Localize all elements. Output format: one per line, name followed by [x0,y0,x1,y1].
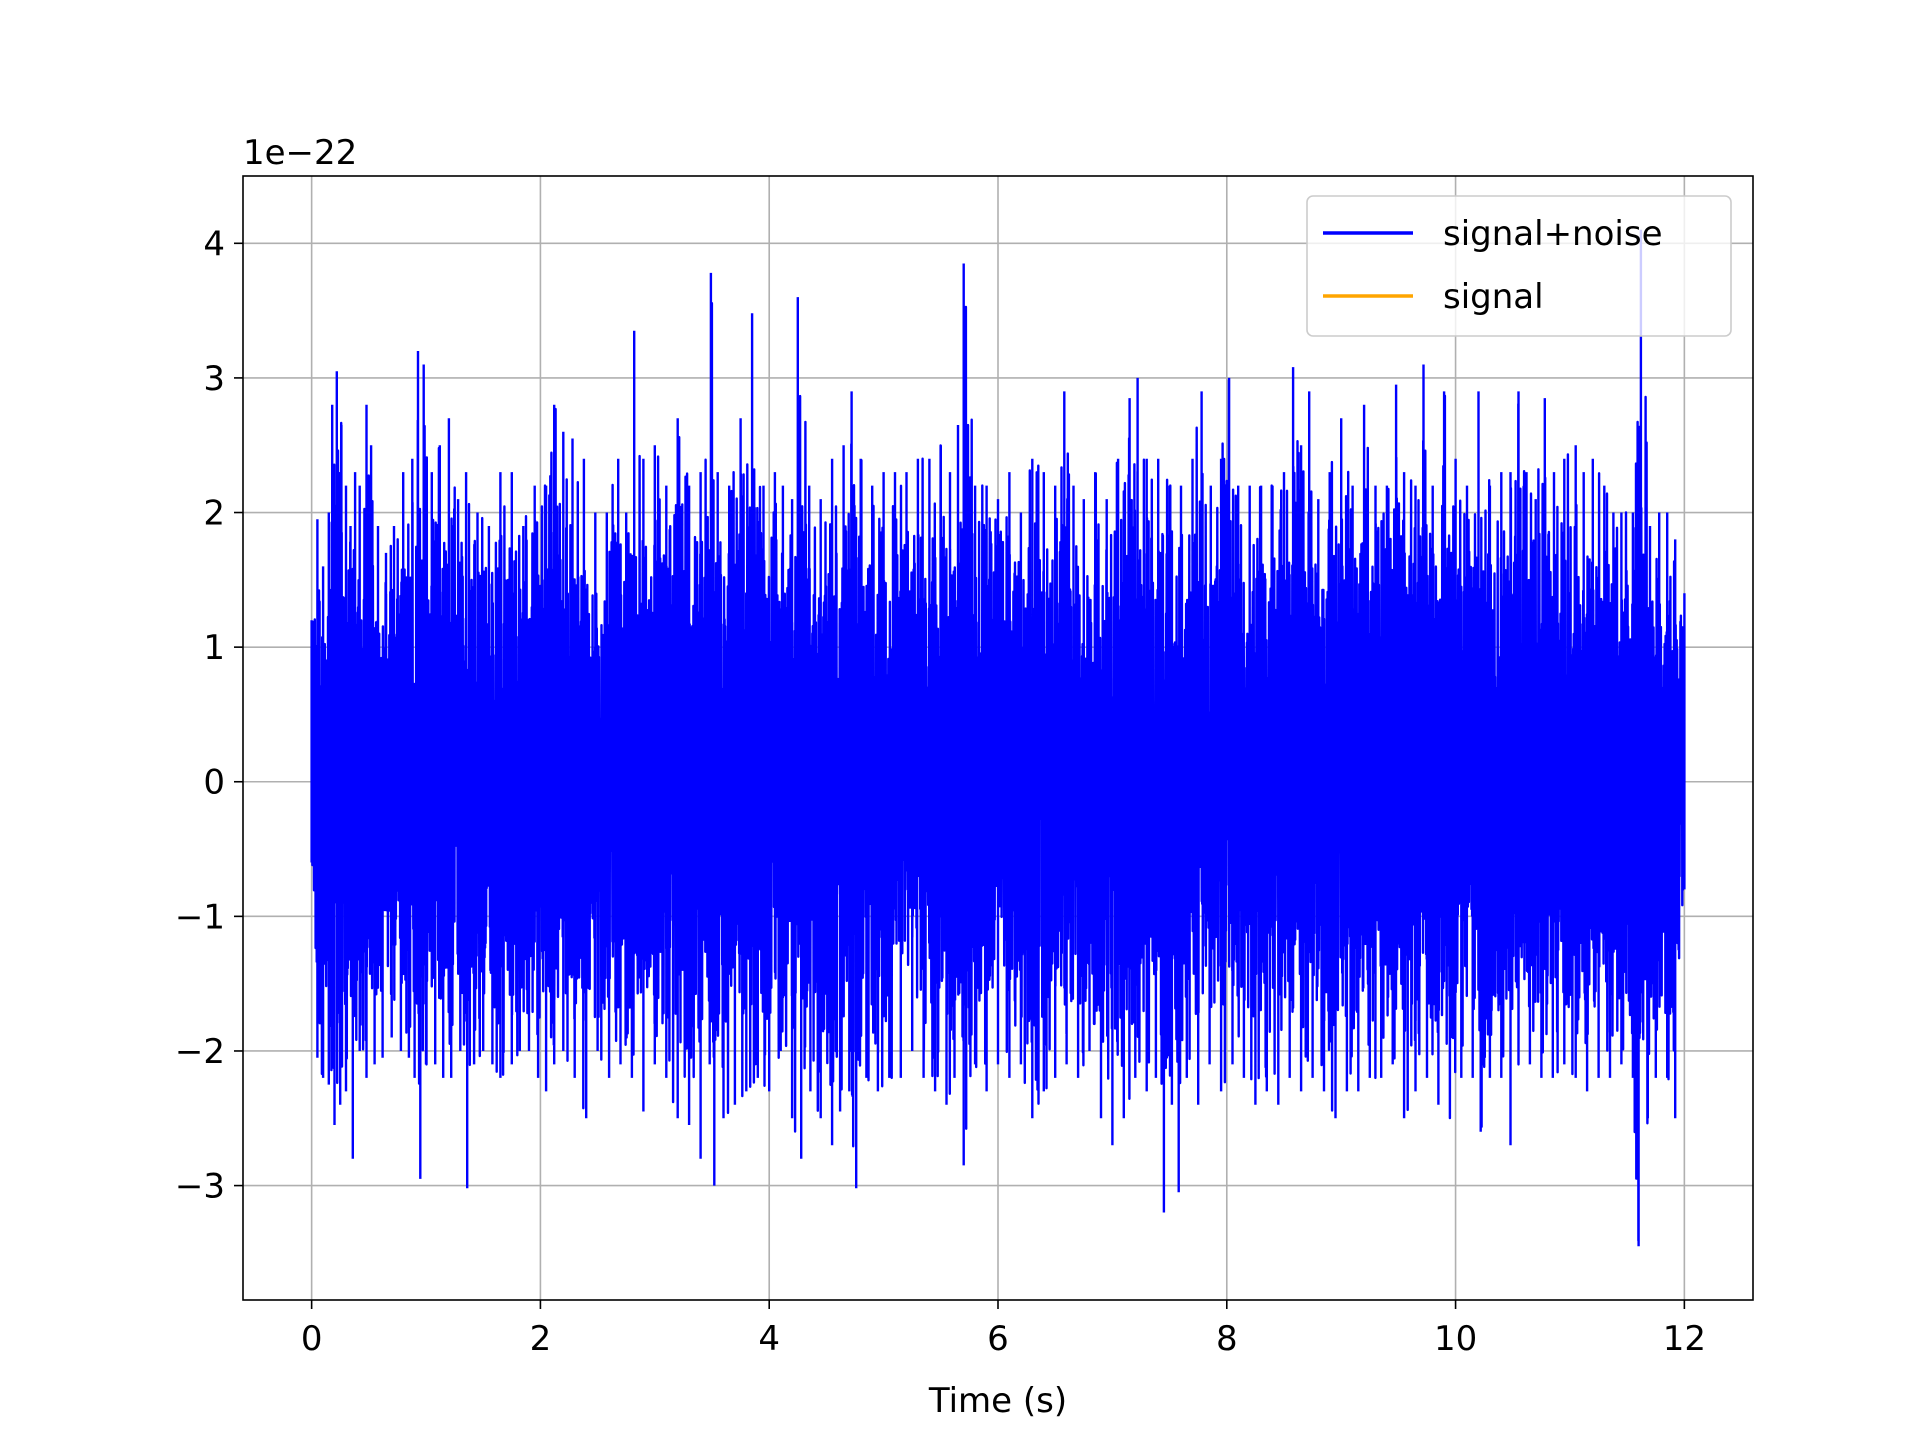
y-tick-label: −1 [175,897,225,937]
x-tick-label: 12 [1663,1319,1706,1359]
plot-area [310,229,1686,1247]
legend[interactable]: signal+noise signal [1306,195,1732,337]
y-tick-label: 3 [203,359,225,399]
x-axis-label: Time (s) [928,1381,1067,1421]
y-tick-label: 4 [203,224,225,264]
x-axis-ticks: 0 2 4 6 8 10 12 [301,1300,1706,1359]
legend-label: signal [1443,277,1544,317]
x-tick-label: 6 [987,1319,1009,1359]
x-tick-label: 4 [758,1319,780,1359]
legend-box [1306,195,1732,337]
x-tick-label: 8 [1216,1319,1238,1359]
y-tick-label: −3 [175,1167,225,1207]
x-tick-label: 0 [301,1319,323,1359]
y-offset-label: 1e−22 [243,133,357,173]
series-signal-noise-line [310,229,1686,1247]
legend-label: signal+noise [1443,214,1663,254]
x-tick-label: 2 [530,1319,552,1359]
x-tick-label: 10 [1434,1319,1477,1359]
y-tick-label: 0 [203,763,225,803]
y-tick-label: 1 [203,628,225,668]
y-axis-ticks: −3 −2 −1 0 1 2 3 4 [175,224,243,1207]
y-tick-label: −2 [175,1032,225,1072]
y-tick-label: 2 [203,494,225,534]
